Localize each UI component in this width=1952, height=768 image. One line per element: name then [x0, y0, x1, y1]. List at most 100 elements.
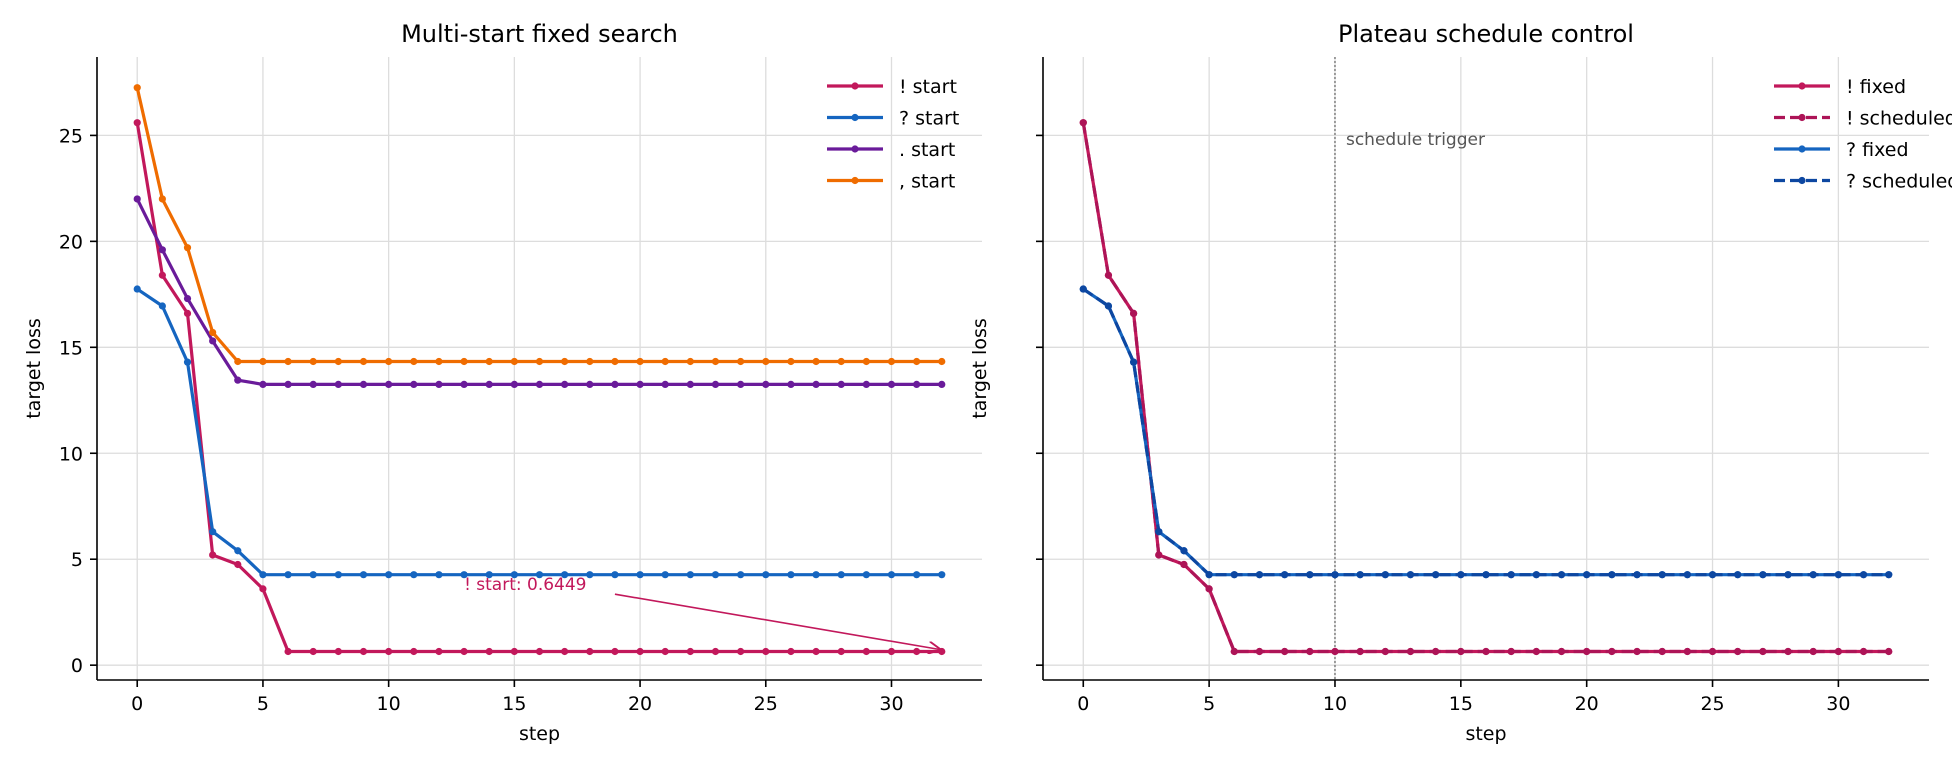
data-point — [1885, 647, 1893, 656]
data-point — [510, 647, 518, 656]
legend-entry: ! fixed — [1774, 76, 1906, 98]
data-point — [1306, 647, 1314, 656]
data-point — [686, 380, 694, 388]
data-point — [913, 647, 921, 656]
data-point — [661, 380, 669, 388]
data-point — [1180, 547, 1188, 555]
data-point — [510, 380, 518, 388]
data-point — [1079, 285, 1087, 293]
data-point — [887, 647, 896, 656]
data-point — [334, 571, 342, 579]
data-point — [1281, 647, 1289, 656]
data-point — [158, 302, 166, 310]
data-point — [234, 560, 242, 569]
data-point — [535, 571, 544, 579]
data-point — [1708, 647, 1717, 656]
data-point — [561, 380, 569, 388]
data-point — [385, 380, 393, 388]
legend-label: . start — [899, 139, 955, 161]
y-axis-label: target loss — [23, 318, 45, 419]
x-axis-label: step — [1465, 723, 1506, 745]
data-point — [1658, 647, 1666, 656]
data-point — [334, 380, 342, 388]
data-point — [636, 380, 644, 388]
data-point — [435, 380, 443, 388]
series-line — [135, 87, 942, 364]
x-axis-label: step — [519, 723, 560, 745]
data-point — [1205, 585, 1213, 593]
data-point — [385, 357, 393, 366]
data-point — [485, 571, 493, 579]
series-4 — [1079, 285, 1893, 579]
data-point — [1608, 647, 1616, 656]
data-point — [611, 357, 619, 366]
legend-label: , start — [899, 171, 955, 193]
data-point — [1859, 571, 1868, 579]
legend-swatch-marker — [851, 82, 859, 90]
data-point — [1457, 647, 1465, 656]
data-point — [762, 647, 770, 656]
data-point — [1155, 551, 1163, 559]
data-point — [611, 571, 619, 579]
data-point — [862, 380, 870, 388]
data-point — [1457, 571, 1465, 579]
data-point — [1859, 647, 1868, 656]
data-point — [1281, 571, 1289, 579]
data-point — [1507, 647, 1515, 656]
data-point — [1255, 571, 1264, 579]
data-point — [636, 647, 644, 656]
legend-entry: ! scheduled — [1774, 108, 1952, 130]
data-point — [1230, 647, 1238, 656]
data-point — [1205, 571, 1213, 579]
data-point — [259, 380, 267, 388]
data-point — [183, 244, 192, 252]
data-point — [661, 647, 669, 656]
data-point — [460, 647, 468, 656]
y-tick-label: 25 — [59, 125, 83, 147]
data-point — [1230, 571, 1238, 579]
data-point — [535, 647, 544, 656]
series-2 — [1079, 119, 1893, 656]
series-line — [135, 198, 942, 386]
data-point — [334, 357, 342, 366]
data-point — [1583, 571, 1591, 579]
data-point — [284, 357, 292, 366]
data-point — [887, 380, 896, 388]
data-point — [359, 380, 368, 388]
data-point — [209, 328, 217, 337]
data-point — [1381, 647, 1389, 656]
series-3 — [133, 195, 946, 388]
data-point — [737, 380, 745, 388]
data-point — [133, 84, 141, 92]
data-point — [737, 647, 745, 656]
data-point — [209, 337, 217, 345]
data-point — [284, 380, 292, 388]
data-point — [812, 647, 820, 656]
data-point — [334, 647, 342, 656]
data-point — [1784, 647, 1792, 656]
data-point — [1432, 647, 1440, 656]
data-point — [359, 357, 368, 366]
data-point — [435, 357, 443, 366]
data-point — [1507, 571, 1515, 579]
data-point — [1658, 571, 1666, 579]
data-point — [209, 528, 217, 536]
data-point — [284, 647, 292, 656]
data-point — [787, 647, 795, 656]
data-point — [913, 357, 921, 366]
data-point — [661, 357, 669, 366]
data-point — [1784, 571, 1792, 579]
data-point — [158, 271, 166, 279]
data-point — [686, 647, 694, 656]
series-line — [1082, 287, 1889, 577]
data-point — [1104, 271, 1113, 279]
data-point — [133, 119, 141, 127]
data-point — [586, 647, 594, 656]
data-point — [133, 195, 141, 203]
data-point — [284, 571, 292, 579]
legend-entry: ! start — [827, 76, 957, 98]
chart-title: Plateau schedule control — [1338, 20, 1634, 48]
x-tick-label: 0 — [131, 693, 143, 715]
y-tick-label: 0 — [71, 655, 83, 677]
